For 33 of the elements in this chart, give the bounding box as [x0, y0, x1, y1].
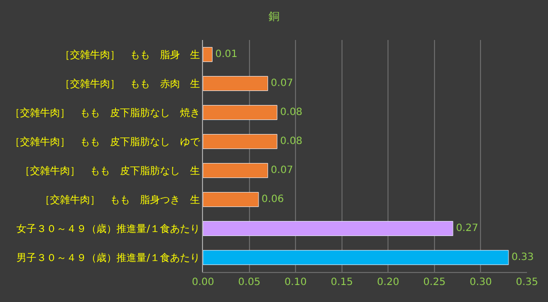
y-tick-label: ［交雑牛肉］ もも 皮下脂肪なし 生 — [20, 165, 200, 177]
y-tick-label: ［交雑牛肉］ もも 赤肉 生 — [60, 78, 200, 90]
data-label: 0.06 — [262, 194, 284, 205]
data-label: 0.27 — [456, 223, 478, 234]
bar — [203, 47, 213, 62]
data-label: 0.08 — [280, 107, 302, 118]
text: 0.20 — [377, 277, 400, 288]
bar — [203, 76, 268, 91]
text: 0.35 — [516, 277, 538, 288]
y-tick-label: ［交雑牛肉］ もも 皮下脂肪なし ゆで — [10, 136, 201, 148]
bar — [203, 163, 268, 178]
bar — [203, 221, 454, 236]
data-label: 0.07 — [270, 165, 294, 176]
bar — [203, 250, 509, 265]
chart-title: 銅 — [268, 10, 280, 23]
bar — [203, 105, 278, 120]
y-tick-label: ［交雑牛肉］ もも 脂身 生 — [60, 49, 200, 61]
bar — [203, 192, 259, 207]
y-tick-label: ［交雑牛肉］ もも 皮下脂肪なし 焼き — [10, 107, 200, 119]
data-label: 0.08 — [280, 136, 302, 147]
text: 0.00 — [192, 277, 214, 288]
y-tick-label: 男子３０～４９（歳）推進量/１食あたり — [16, 252, 200, 264]
y-tick-label: ［交雑牛肉］ もも 脂身つき 生 — [40, 194, 200, 206]
text: 0.30 — [470, 277, 492, 288]
data-label: 0.07 — [270, 78, 294, 89]
data-label: 0.33 — [511, 252, 534, 263]
text: 0.05 — [238, 277, 260, 288]
text: 0.10 — [284, 277, 307, 288]
y-tick-label: 女子３０～４９（歳）推進量/１食あたり — [16, 223, 200, 235]
text: 0.15 — [330, 277, 353, 288]
bar — [203, 134, 278, 149]
data-label: 0.01 — [215, 49, 238, 60]
text: 0.25 — [423, 277, 446, 288]
